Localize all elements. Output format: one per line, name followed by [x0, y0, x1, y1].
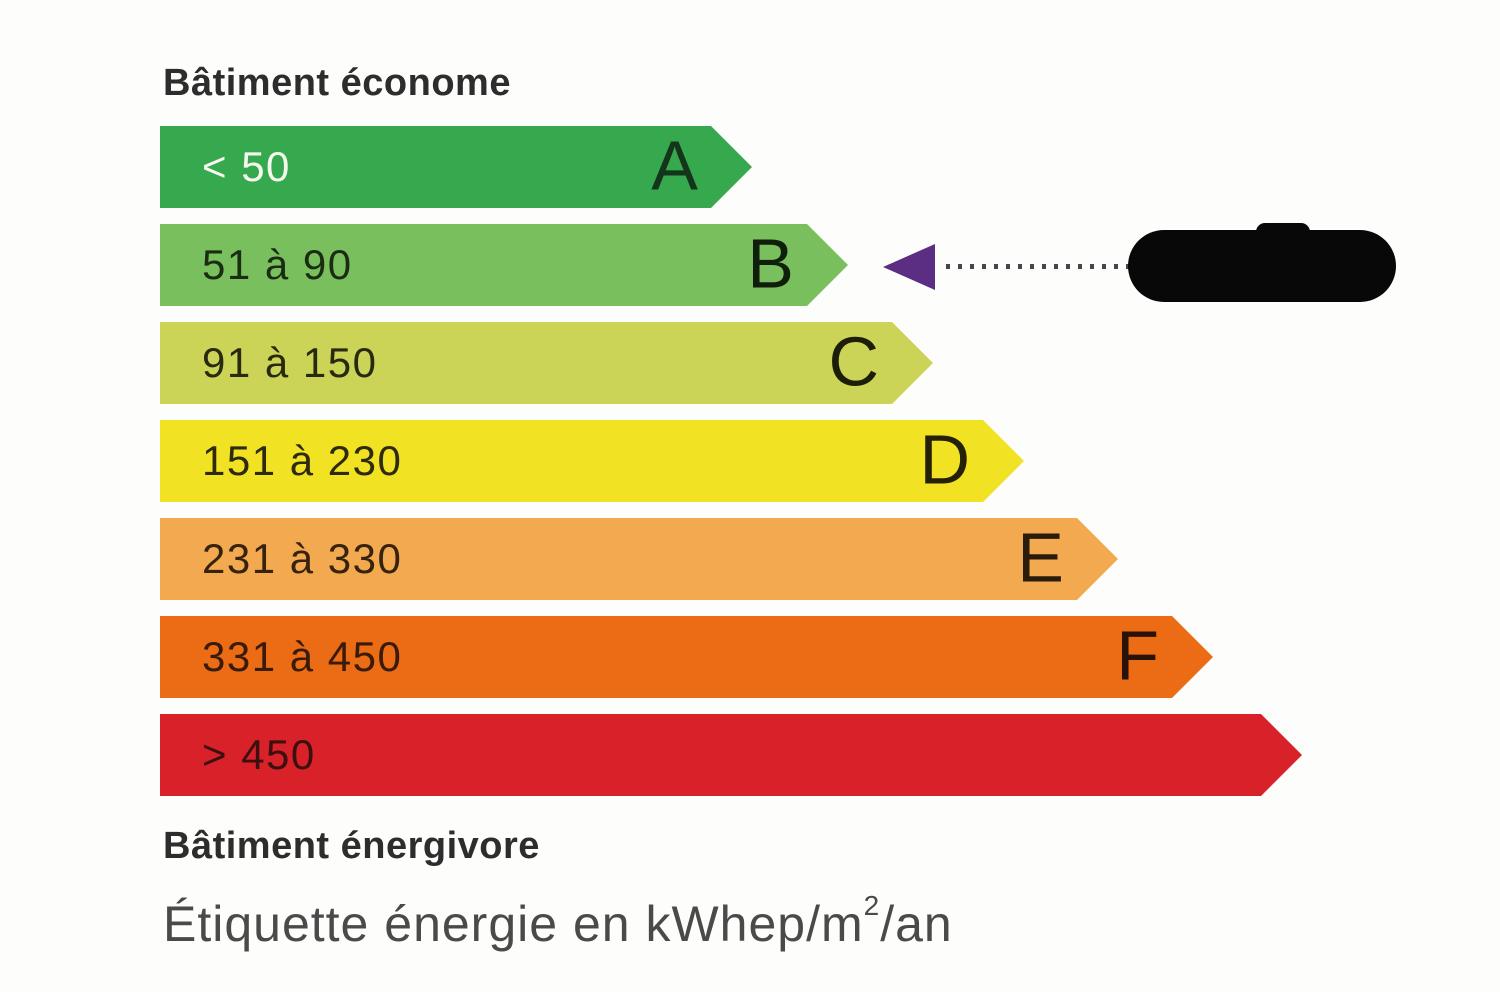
- marker-dotted-line: [946, 264, 1130, 269]
- bottom-scale-label: Bâtiment énergivore: [163, 825, 540, 867]
- energy-bar-g: > 450: [160, 714, 1302, 796]
- energy-range-label-b: 51 à 90: [202, 241, 353, 288]
- energy-range-label-g: > 450: [202, 731, 316, 778]
- energy-bar-d: 151 à 230 D: [160, 420, 1024, 502]
- energy-bar-a: < 50 A: [160, 126, 752, 208]
- energy-class-letter-c: C: [828, 322, 879, 401]
- energy-range-label-c: 91 à 150: [202, 339, 378, 386]
- energy-class-letter-e: E: [1017, 518, 1064, 597]
- energy-class-letter-f: F: [1116, 616, 1159, 695]
- energy-bar-c: 91 à 150 C: [160, 322, 933, 404]
- energy-range-label-f: 331 à 450: [202, 633, 403, 680]
- energy-scale-bars: < 50 A 51 à 90 B 91 à 150 C 151 à 230 D …: [160, 126, 1302, 812]
- unit-caption-suffix: /an: [880, 896, 953, 952]
- energy-bar-f: 331 à 450 F: [160, 616, 1213, 698]
- energy-range-label-e: 231 à 330: [202, 535, 403, 582]
- energy-bar-e: 231 à 330 E: [160, 518, 1118, 600]
- unit-caption-superscript: 2: [863, 890, 881, 921]
- energy-class-letter-b: B: [747, 224, 794, 303]
- energy-range-label-d: 151 à 230: [202, 437, 403, 484]
- energy-class-letter-a: A: [651, 126, 698, 205]
- energy-bar-b: 51 à 90 B: [160, 224, 848, 306]
- current-class-arrow-icon: [883, 244, 935, 290]
- energy-class-letter-d: D: [919, 420, 970, 499]
- unit-caption: Étiquette énergie en kWhep/m2/an: [163, 892, 953, 954]
- energy-range-label-a: < 50: [202, 143, 291, 190]
- top-scale-label: Bâtiment économe: [163, 62, 511, 104]
- redacted-value-box: [1128, 223, 1396, 302]
- unit-caption-prefix: Étiquette énergie en kWhep/m: [163, 896, 864, 952]
